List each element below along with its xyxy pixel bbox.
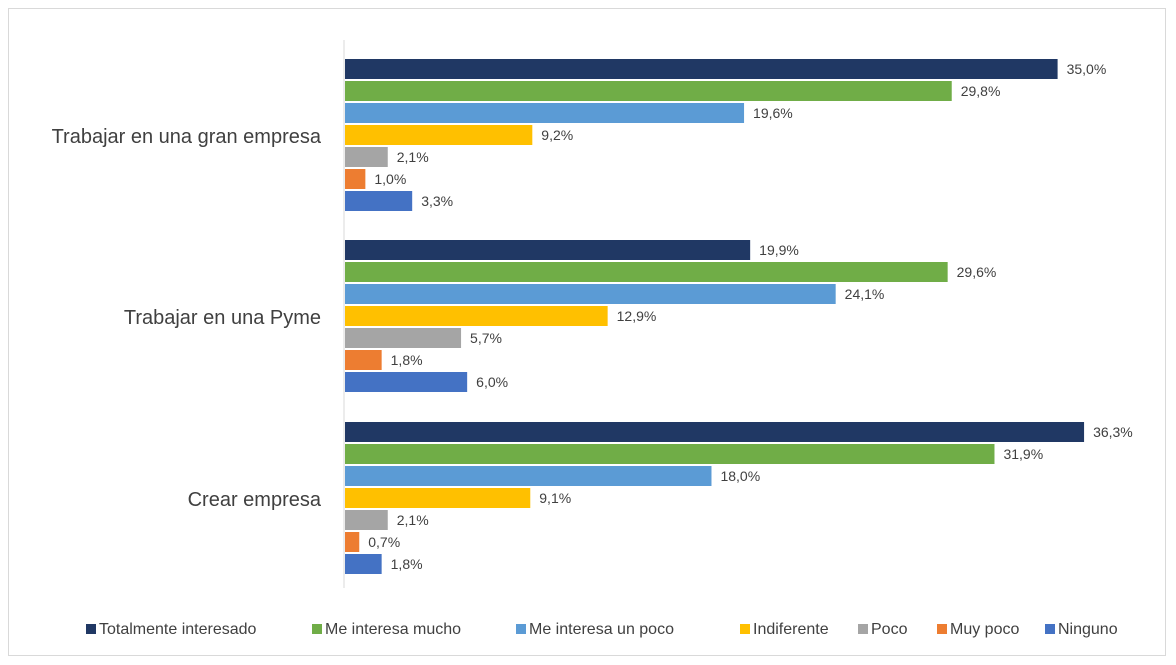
data-label-indiferente-0: 9,2% — [541, 127, 573, 143]
data-label-me-interesa-un-poco-1: 24,1% — [845, 286, 885, 302]
legend-swatch-ninguno — [1045, 624, 1055, 634]
legend-swatch-me-interesa-un-poco — [516, 624, 526, 634]
bar-me-interesa-mucho-1 — [345, 262, 948, 282]
bar-indiferente-0 — [345, 125, 533, 145]
bar-poco-2 — [345, 510, 388, 530]
data-label-indiferente-1: 12,9% — [617, 308, 657, 324]
legend-label-indiferente: Indiferente — [753, 621, 829, 638]
legend-label-muy-poco: Muy poco — [950, 621, 1019, 638]
bar-poco-0 — [345, 147, 388, 167]
data-label-ninguno-0: 3,3% — [421, 193, 453, 209]
data-label-me-interesa-mucho-0: 29,8% — [961, 83, 1001, 99]
legend-label-me-interesa-mucho: Me interesa mucho — [325, 621, 461, 638]
bar-muy-poco-2 — [345, 532, 360, 552]
bar-ninguno-1 — [345, 372, 468, 392]
data-label-muy-poco-1: 1,8% — [391, 352, 423, 368]
legend-swatch-totalmente-interesado — [86, 624, 96, 634]
bar-indiferente-1 — [345, 306, 608, 326]
legend-swatch-muy-poco — [937, 624, 947, 634]
data-label-muy-poco-2: 0,7% — [368, 534, 400, 550]
legend-label-totalmente-interesado: Totalmente interesado — [99, 621, 257, 638]
bar-me-interesa-un-poco-1 — [345, 284, 836, 304]
bar-totalmente-interesado-2 — [345, 422, 1085, 442]
bar-ninguno-2 — [345, 554, 382, 574]
data-label-muy-poco-0: 1,0% — [374, 171, 406, 187]
bar-indiferente-2 — [345, 488, 531, 508]
data-label-totalmente-interesado-0: 35,0% — [1067, 61, 1107, 77]
bar-me-interesa-un-poco-2 — [345, 466, 712, 486]
data-label-poco-2: 2,1% — [397, 512, 429, 528]
legend-label-me-interesa-un-poco: Me interesa un poco — [529, 621, 674, 638]
data-label-totalmente-interesado-1: 19,9% — [759, 242, 799, 258]
bar-me-interesa-un-poco-0 — [345, 103, 745, 123]
bar-muy-poco-0 — [345, 169, 366, 189]
data-label-me-interesa-mucho-2: 31,9% — [1003, 446, 1043, 462]
data-label-me-interesa-mucho-1: 29,6% — [957, 264, 997, 280]
legend-label-poco: Poco — [871, 621, 908, 638]
legend-swatch-me-interesa-mucho — [312, 624, 322, 634]
data-label-poco-0: 2,1% — [397, 149, 429, 165]
data-label-ninguno-2: 1,8% — [391, 556, 423, 572]
category-label-1: Trabajar en una Pyme — [124, 307, 321, 329]
data-label-ninguno-1: 6,0% — [476, 374, 508, 390]
bar-totalmente-interesado-0 — [345, 59, 1058, 79]
bar-poco-1 — [345, 328, 462, 348]
data-label-poco-1: 5,7% — [470, 330, 502, 346]
data-label-indiferente-2: 9,1% — [539, 490, 571, 506]
bar-muy-poco-1 — [345, 350, 382, 370]
data-label-me-interesa-un-poco-0: 19,6% — [753, 105, 793, 121]
data-label-totalmente-interesado-2: 36,3% — [1093, 424, 1133, 440]
legend-swatch-poco — [858, 624, 868, 634]
bar-me-interesa-mucho-0 — [345, 81, 952, 101]
category-label-0: Trabajar en una gran empresa — [52, 126, 322, 148]
legend-swatch-indiferente — [740, 624, 750, 634]
legend-label-ninguno: Ninguno — [1058, 621, 1118, 638]
data-label-me-interesa-un-poco-2: 18,0% — [720, 468, 760, 484]
bar-totalmente-interesado-1 — [345, 240, 751, 260]
category-label-2: Crear empresa — [188, 489, 322, 511]
bar-ninguno-0 — [345, 191, 413, 211]
bar-me-interesa-mucho-2 — [345, 444, 995, 464]
